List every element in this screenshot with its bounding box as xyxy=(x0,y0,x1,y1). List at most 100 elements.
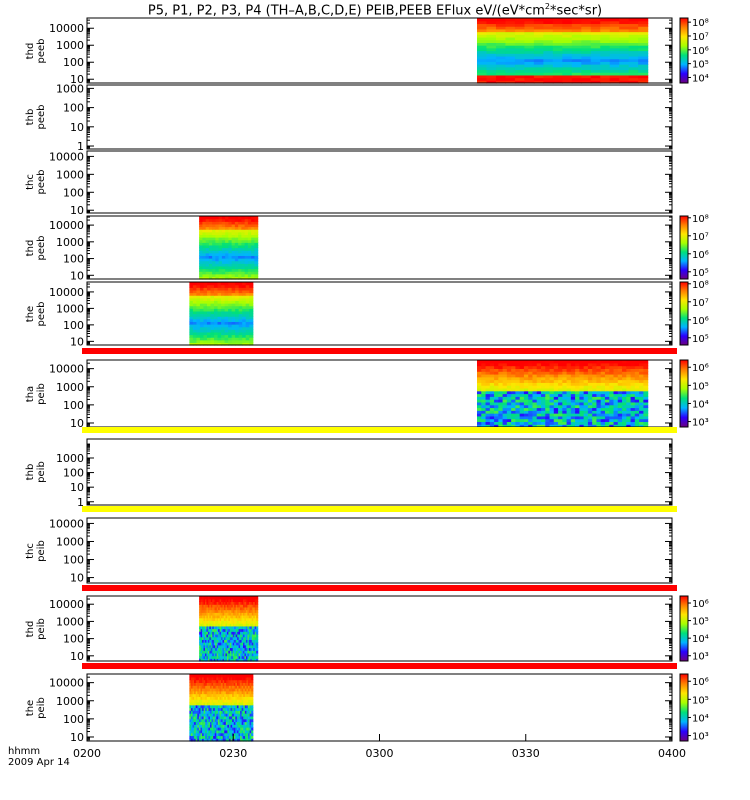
y-tick-label: 1000 xyxy=(56,302,84,315)
y-tick-label: 10 xyxy=(70,481,84,494)
title-tail: *sec*sr) xyxy=(550,3,603,19)
spectrogram-the-peeb xyxy=(189,282,254,346)
y-tick-label: 10 xyxy=(70,731,84,744)
y-label-line: thc xyxy=(25,542,36,559)
spectrogram-thd-peeb xyxy=(199,216,259,280)
y-tick-label: 10000 xyxy=(49,22,84,35)
y-tick-label: 100 xyxy=(63,102,84,115)
y-label-line: peib xyxy=(36,696,47,719)
colorbar-tick-label: 10⁷ xyxy=(692,232,709,243)
colorbar-tick-label: 10⁵ xyxy=(692,695,709,706)
axes-layer: 1010010001000010⁴10⁵10⁶10⁷10⁸11010010001… xyxy=(49,17,709,760)
colorbar-tick-label: 10⁵ xyxy=(692,334,709,345)
y-label-line: thb xyxy=(25,108,36,126)
figure-title: P5, P1, P2, P3, P4 (TH–A,B,C,D,E) PEIB,P… xyxy=(0,2,750,18)
y-label-line: peib xyxy=(36,461,47,483)
colorbar-tick-label: 10⁵ xyxy=(692,617,709,628)
panel-frame-the-peeb xyxy=(86,281,673,346)
y-tick-label: 10 xyxy=(70,121,84,134)
y-tick-label: 1000 xyxy=(56,82,84,95)
spectrogram-the-peib xyxy=(189,674,254,742)
y-label-the-peib: the peib xyxy=(25,678,47,738)
y-tick-label: 10 xyxy=(70,417,84,430)
colorbar-strip xyxy=(679,215,689,280)
panel-frame-the-peib xyxy=(86,673,673,742)
y-tick-label: 1000 xyxy=(56,381,84,394)
colorbar-tick-label: 10⁶ xyxy=(692,599,709,610)
colorbar-tick-label: 10⁴ xyxy=(692,399,709,410)
colorbar-tha-peeb: 10⁴ 10⁵ 10⁶ 10⁷ 10⁸ xyxy=(679,17,709,84)
colorbar-tick-label: 10⁴ xyxy=(692,634,709,645)
y-label-line: peib xyxy=(36,382,47,405)
colorbar-tick-label: 10⁶ xyxy=(692,250,709,261)
y-tick-label: 100 xyxy=(63,253,84,266)
colorbar-tick-label: 10⁶ xyxy=(692,677,709,688)
y-label-tha-peib: tha peib xyxy=(25,364,47,424)
colorbar-strip xyxy=(679,359,689,428)
title-main: P5, P1, P2, P3, P4 (TH–A,B,C,D,E) PEIB,P… xyxy=(147,3,545,19)
y-label-the-peeb: the peeb xyxy=(25,284,47,344)
y-tick-label: 100 xyxy=(63,467,84,480)
y-tick-label: 1000 xyxy=(56,615,84,628)
y-tick-label: 1 xyxy=(77,140,84,153)
y-label-line: peeb xyxy=(36,235,47,260)
panel-frame-thb-peeb xyxy=(86,84,673,150)
status-bar-yellow xyxy=(82,506,677,512)
colorbar-tick-label: 10⁵ xyxy=(692,60,709,71)
colorbar-tick-label: 10³ xyxy=(692,732,709,743)
colorbar-the-peeb: 10⁵ 10⁶ 10⁷ 10⁸ xyxy=(679,280,709,346)
y-label-line: thd xyxy=(25,42,36,59)
colorbar-tick-label: 10⁸ xyxy=(692,280,709,291)
y-label-line: peeb xyxy=(36,38,47,63)
spectrogram-data-layer xyxy=(189,18,649,742)
y-label-line: thd xyxy=(25,620,36,637)
y-tick-label: 1000 xyxy=(56,168,84,181)
colorbar-tick-label: 10⁷ xyxy=(692,298,709,309)
y-tick-label: 100 xyxy=(63,713,84,726)
y-tick-label: 100 xyxy=(63,554,84,567)
x-tick-label: 0400 xyxy=(658,747,686,760)
colorbar-thd-peeb: 10⁵ 10⁶ 10⁷ 10⁸ xyxy=(679,214,709,280)
panel-frame-thd-peib xyxy=(86,595,673,662)
y-tick-label: 10000 xyxy=(49,219,84,232)
y-label-line: the xyxy=(25,699,36,716)
y-label-line: thb xyxy=(25,463,36,481)
colorbar-tick-label: 10⁶ xyxy=(692,46,709,57)
x-tick-label: 0200 xyxy=(73,747,101,760)
y-label-line: peeb xyxy=(36,301,47,326)
y-tick-label: 10 xyxy=(70,73,84,86)
y-tick-label: 1000 xyxy=(56,452,84,465)
spectrogram-thd-peib xyxy=(199,596,259,662)
colorbar-tick-label: 10³ xyxy=(692,418,709,429)
x-tick-label: 0300 xyxy=(366,747,394,760)
status-bar-yellow xyxy=(82,427,677,433)
y-tick-label: 1000 xyxy=(56,535,84,548)
y-tick-label: 10 xyxy=(70,204,84,217)
y-tick-label: 10000 xyxy=(49,677,84,690)
y-label-thd-peib: thd peib xyxy=(25,599,47,659)
y-tick-label: 100 xyxy=(63,633,84,646)
spectrogram-tha-peib xyxy=(477,360,649,428)
y-label-line: peeb xyxy=(36,169,47,195)
status-bar-red xyxy=(82,663,677,669)
status-bar-red xyxy=(82,348,677,354)
panel-frame-thc-peib xyxy=(86,517,673,584)
status-bar-red xyxy=(82,585,677,591)
colorbar-tick-label: 10⁴ xyxy=(692,713,709,724)
y-label-thc-peib: thc peib xyxy=(25,521,47,581)
y-tick-label: 10000 xyxy=(49,150,84,163)
y-label-line: the xyxy=(25,305,36,322)
y-tick-label: 100 xyxy=(63,56,84,69)
y-tick-label: 10000 xyxy=(49,598,84,611)
colorbar-tick-label: 10³ xyxy=(692,652,709,663)
y-label-thb-peeb: thb peeb xyxy=(25,87,47,147)
time-axis-label: hhmm xyxy=(8,746,41,757)
colorbar-tha-peib: 10³ 10⁴ 10⁵ 10⁶ xyxy=(679,359,709,429)
y-label-line: tha xyxy=(25,385,36,402)
y-label-tha-peeb: thd peeb xyxy=(25,21,47,81)
y-tick-label: 10000 xyxy=(49,286,84,299)
colorbar-thd-peib: 10³ 10⁴ 10⁵ 10⁶ xyxy=(679,595,709,663)
title-superscript: 2 xyxy=(544,2,551,11)
y-label-thc-peeb: thc peeb xyxy=(25,152,47,212)
